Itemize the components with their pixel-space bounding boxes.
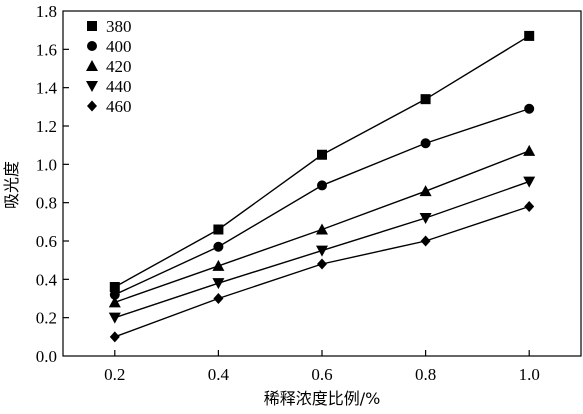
legend-label-400: 400 <box>106 37 132 56</box>
y-tick-label: 0.8 <box>36 194 57 213</box>
legend-marker-460 <box>87 100 97 112</box>
y-tick-label: 0.2 <box>36 309 57 328</box>
y-tick-label: 1.4 <box>36 79 58 98</box>
legend-item-380: 380 <box>87 17 132 36</box>
data-point-400 <box>524 103 535 114</box>
data-point-440 <box>108 312 121 324</box>
x-axis-title: 稀释浓度比例/% <box>264 389 381 408</box>
y-tick-label: 1.8 <box>36 2 57 21</box>
data-point-440 <box>419 213 432 224</box>
data-point-460 <box>420 235 431 247</box>
legend-label-460: 460 <box>106 97 132 116</box>
data-point-440 <box>316 245 328 257</box>
data-point-440 <box>523 176 536 188</box>
series-420 <box>108 144 536 308</box>
data-point-380 <box>420 94 431 105</box>
legend-item-460: 460 <box>87 97 132 116</box>
data-point-400 <box>213 241 224 252</box>
data-point-400 <box>109 289 120 300</box>
series-400 <box>109 103 535 300</box>
data-point-400 <box>317 180 327 191</box>
y-tick-label: 0.4 <box>36 270 58 289</box>
legend-label-420: 420 <box>106 57 132 76</box>
data-point-420 <box>316 223 328 235</box>
data-point-420 <box>108 296 121 308</box>
data-point-380 <box>317 149 327 160</box>
legend-marker-400 <box>87 41 97 51</box>
series-440 <box>108 176 536 324</box>
legend-label-440: 440 <box>106 77 132 96</box>
data-point-460 <box>317 258 327 270</box>
data-point-420 <box>419 185 432 197</box>
data-point-380 <box>109 282 120 292</box>
legend-item-440: 440 <box>86 77 132 96</box>
data-point-460 <box>213 293 224 304</box>
legend-marker-420 <box>86 60 98 71</box>
data-point-460 <box>524 201 535 212</box>
legend-item-400: 400 <box>87 37 132 56</box>
y-axis-title: 吸光度 <box>2 161 21 209</box>
legend-label-380: 380 <box>106 17 132 36</box>
data-point-380 <box>213 224 224 235</box>
data-point-420 <box>523 144 536 156</box>
x-tick-label: 0.6 <box>311 365 332 384</box>
series-380 <box>109 30 535 292</box>
x-tick-label: 0.2 <box>104 365 125 384</box>
data-point-460 <box>109 331 120 343</box>
y-tick-label: 0.6 <box>36 232 57 251</box>
data-point-440 <box>212 278 225 290</box>
series-460 <box>109 201 535 343</box>
data-point-380 <box>524 30 535 41</box>
x-tick-label: 0.8 <box>415 365 436 384</box>
y-tick-label: 1.2 <box>36 117 57 136</box>
data-point-400 <box>420 138 431 149</box>
y-tick-label: 0.0 <box>36 347 57 366</box>
legend-marker-440 <box>86 81 98 92</box>
y-tick-label: 1.6 <box>36 40 57 59</box>
legend-item-420: 420 <box>86 57 132 76</box>
legend-marker-380 <box>87 21 97 31</box>
x-tick-label: 1.0 <box>519 365 540 384</box>
y-tick-label: 1.0 <box>36 155 57 174</box>
data-point-420 <box>212 259 225 271</box>
x-tick-label: 0.4 <box>208 365 230 384</box>
